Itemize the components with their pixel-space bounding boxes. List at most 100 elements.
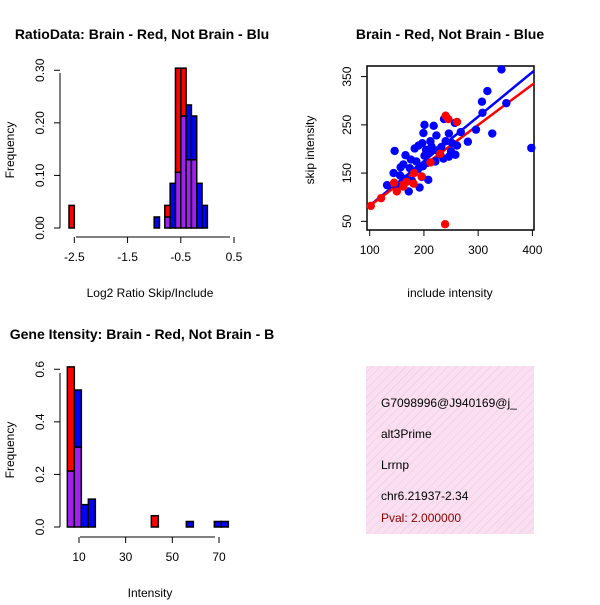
ratio-histogram-y-tick-label: 0.30 — [33, 58, 47, 82]
gene-histogram-x-tick-label: 30 — [119, 550, 133, 564]
scatter-point-not-brain — [420, 120, 429, 130]
gene-histogram-title: Gene Itensity: Brain - Red, Not Brain - … — [10, 326, 274, 342]
gene-histogram-bar-not-brain — [185, 520, 195, 528]
ratio-histogram-bar-not-brain — [169, 182, 177, 229]
scatter-point-not-brain — [502, 98, 511, 108]
scatter-point-not-brain — [389, 168, 398, 178]
scatter-y-tick-label: 150 — [340, 163, 354, 183]
ratio-histogram-x-tick-label: 0.5 — [226, 250, 243, 264]
scatter-y-tick-label: 350 — [340, 66, 354, 86]
scatter-point-not-brain — [488, 129, 497, 138]
scatter-point-brain — [440, 220, 450, 229]
ratio-histogram-y-label: Frequency — [3, 122, 17, 179]
scatter-point-brain — [366, 201, 375, 211]
scatter-x-tick-label: 100 — [360, 243, 380, 257]
ratio-histogram-bar-not-brain — [185, 104, 193, 161]
gene-histogram-y-tick-label: 0.0 — [33, 518, 47, 535]
scatter-point-not-brain — [527, 143, 536, 153]
scatter-point-not-brain — [463, 137, 473, 146]
gene-histogram-ticks: 10 30 50 70 0.0 0.2 0.4 0.6 — [33, 361, 226, 564]
scatter-point-brain — [444, 114, 453, 124]
scatter-x-tick-label: 300 — [468, 243, 488, 257]
ratio-histogram-bar-not-brain — [195, 182, 203, 229]
scatter-x-tick-label: 200 — [414, 243, 434, 257]
scatter-x-label: include intensity — [407, 286, 492, 300]
ratio-histogram-bar-brain — [180, 67, 187, 117]
ratio-histogram-bar-overlap — [190, 158, 198, 229]
scatter-point-not-brain — [497, 65, 506, 74]
ratio-histogram-bar-not-brain — [153, 216, 161, 229]
scatter-point-not-brain — [483, 86, 492, 96]
scatter-point-not-brain — [404, 187, 413, 196]
scatter-point-not-brain — [452, 141, 462, 150]
gene-intensity-histogram-panel: Gene Itensity: Brain - Red, Not Brain - … — [3, 326, 274, 600]
gene-histogram-y-tick-label: 0.6 — [33, 361, 47, 378]
scatter-y-label: skip intensity — [303, 116, 317, 185]
gene-histogram-x-tick-label: 50 — [166, 550, 180, 564]
ratio-histogram-bar-overlap — [174, 171, 182, 229]
gene-histogram-bar-not-brain — [80, 503, 90, 528]
scatter-point-not-brain — [471, 125, 481, 134]
scatter-points — [366, 65, 536, 229]
ratio-histogram-y-tick-label: 0.00 — [33, 216, 47, 240]
gene-histogram-bar-not-brain — [73, 389, 83, 448]
gene-histogram-bar-not-brain — [213, 520, 223, 528]
scatter-point-brain — [452, 117, 462, 127]
scatter-point-not-brain — [456, 127, 466, 137]
ratio-histogram-bar-overlap — [180, 115, 187, 229]
scatter-point-not-brain — [410, 144, 419, 153]
gene-histogram-bar-brain — [150, 514, 160, 528]
info-box-hatching — [366, 366, 534, 534]
ratio-histogram-x-tick-label: -0.5 — [170, 250, 191, 264]
ratio-histogram-bar-not-brain — [190, 115, 198, 161]
ratio-histogram-bar-brain — [68, 204, 76, 229]
ratio-histogram-y-tick-label: 0.10 — [33, 163, 47, 187]
ratio-histogram-x-tick-label: -1.5 — [117, 250, 138, 264]
gene-histogram-bar-not-brain — [220, 520, 230, 528]
info-event-type: alt3Prime — [381, 427, 432, 441]
scatter-point-not-brain — [424, 175, 433, 185]
ratio-histogram-x-tick-label: -2.5 — [64, 250, 85, 264]
info-box: G7098996@J940169@j_ alt3Prime Lrrnp chr6… — [366, 366, 534, 534]
ratio-histogram-bar-not-brain — [201, 204, 209, 229]
scatter-x-tick-label: 400 — [522, 243, 542, 257]
scatter-point-not-brain — [382, 180, 392, 190]
scatter-point-not-brain — [399, 160, 408, 169]
scatter-point-not-brain — [478, 108, 487, 117]
scatter-point-brain — [417, 172, 426, 181]
scatter-point-not-brain — [441, 137, 450, 146]
scatter-point-brain — [435, 149, 445, 158]
scatter-ticks: 100 200 300 400 50 150 250 350 — [340, 66, 543, 257]
scatter-point-brain — [376, 193, 386, 203]
scatter-point-not-brain — [444, 129, 454, 138]
info-probe-id: G7098996@J940169@j_ — [381, 396, 517, 410]
scatter-point-not-brain — [427, 142, 436, 151]
ratio-histogram-x-label: Log2 Ratio Skip/Include — [87, 286, 214, 300]
ratio-histogram-panel: RatioData: Brain - Red, Not Brain - Blu … — [3, 26, 269, 300]
gene-histogram-bar-not-brain — [87, 498, 97, 528]
scatter-y-tick-label: 50 — [340, 214, 354, 228]
info-pval: Pval: 2.000000 — [381, 511, 461, 525]
gene-histogram-x-tick-label: 10 — [72, 550, 86, 564]
ratio-histogram-bar-brain — [174, 67, 182, 174]
scatter-point-brain — [426, 158, 435, 167]
gene-histogram-bar-overlap — [73, 446, 83, 528]
gene-histogram-x-tick-label: 70 — [212, 550, 226, 564]
info-location: chr6.21937-2.34 — [381, 489, 469, 503]
scatter-y-tick-label: 250 — [340, 115, 354, 135]
scatter-point-not-brain — [446, 147, 456, 156]
ratio-histogram-title: RatioData: Brain - Red, Not Brain - Blu — [15, 26, 269, 42]
scatter-point-not-brain — [432, 131, 441, 140]
scatter-point-brain — [409, 168, 419, 178]
gene-histogram-x-label: Intensity — [128, 586, 173, 600]
scatter-point-brain — [389, 178, 399, 187]
gene-histogram-bar-overlap — [66, 470, 76, 528]
scatter-point-not-brain — [477, 97, 487, 106]
gene-histogram-bar-brain — [66, 366, 76, 472]
gene-histogram-bars — [66, 366, 230, 528]
scatter-point-brain — [402, 177, 411, 186]
ratio-histogram-bar-brain — [164, 204, 171, 218]
scatter-point-not-brain — [419, 128, 428, 138]
intensity-scatter-panel: Brain - Red, Not Brain - Blue 100 200 300 4… — [303, 26, 544, 300]
